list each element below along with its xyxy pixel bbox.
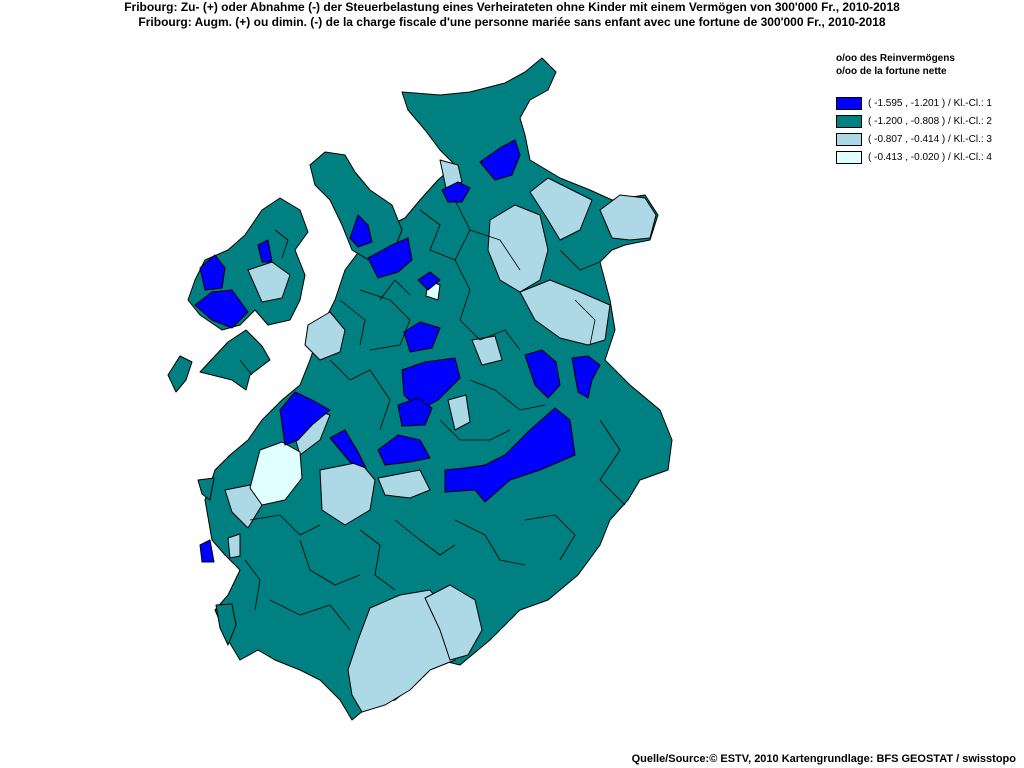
region-south-small[interactable] bbox=[215, 603, 237, 646]
region-c3-alps-east[interactable] bbox=[424, 584, 483, 661]
region-c1-center-2[interactable] bbox=[401, 357, 461, 411]
region-c3-northeast[interactable] bbox=[529, 177, 593, 241]
region-c3-center-east[interactable] bbox=[519, 279, 611, 346]
region-c1-west-4[interactable] bbox=[279, 391, 331, 446]
region-c1-center-1[interactable] bbox=[403, 321, 441, 353]
legend-label-class-1: ( -1.595 , -1.201 ) / Kl.-Cl.: 1 bbox=[868, 97, 992, 109]
legend-item-class-4: ( -0.413 , -0.020 ) / Kl.-Cl.: 4 bbox=[836, 148, 1024, 166]
region-c1-west-3[interactable] bbox=[257, 239, 273, 263]
region-c3-center-south[interactable] bbox=[447, 394, 471, 431]
legend-swatch-class-1 bbox=[836, 96, 862, 110]
title-french: Fribourg: Augm. (+) ou dimin. (-) de la … bbox=[138, 15, 886, 29]
region-c1-north-4[interactable] bbox=[367, 237, 413, 279]
map-legend: o/oo des Reinvermögens o/oo de la fortun… bbox=[836, 52, 1024, 166]
region-c1-north-1[interactable] bbox=[479, 139, 521, 181]
region-c1-west-1[interactable] bbox=[199, 254, 226, 291]
region-c1-east-1[interactable] bbox=[524, 349, 561, 399]
title-german: Fribourg: Zu- (+) oder Abnahme (-) der S… bbox=[124, 0, 900, 14]
municipal-boundaries bbox=[239, 199, 626, 631]
legend-item-class-1: ( -1.595 , -1.201 ) / Kl.-Cl.: 1 bbox=[836, 94, 1024, 112]
legend-label-class-4: ( -0.413 , -0.020 ) / Kl.-Cl.: 4 bbox=[868, 151, 992, 163]
legend-title-german: o/oo des Reinvermögens bbox=[836, 53, 955, 64]
region-c1-north-2[interactable] bbox=[441, 181, 471, 203]
region-c1-north-5[interactable] bbox=[417, 271, 441, 291]
region-small-west-1[interactable] bbox=[167, 355, 193, 393]
legend-title-french: o/oo de la fortune nette bbox=[836, 66, 947, 77]
region-c1-south-1[interactable] bbox=[329, 429, 367, 469]
legend-swatch-class-3 bbox=[836, 132, 862, 146]
legend-item-class-2: ( -1.200 , -0.808 ) / Kl.-Cl.: 2 bbox=[836, 112, 1024, 130]
region-southwest-small[interactable] bbox=[197, 477, 215, 501]
legend-label-class-2: ( -1.200 , -0.808 ) / Kl.-Cl.: 2 bbox=[868, 115, 992, 127]
region-c3-southwest[interactable] bbox=[224, 484, 263, 529]
region-c1-southwest[interactable] bbox=[199, 539, 215, 563]
source-credit: Quelle/Source:© ESTV, 2010 Kartengrundla… bbox=[631, 753, 1016, 765]
region-c1-southeast[interactable] bbox=[444, 407, 576, 503]
region-c3-west-1[interactable] bbox=[304, 311, 346, 361]
region-c3-west-2[interactable] bbox=[247, 261, 291, 303]
map-title: Fribourg: Zu- (+) oder Abnahme (-) der S… bbox=[0, 0, 1024, 30]
region-c3-north-small[interactable] bbox=[439, 159, 463, 189]
region-c3-center-north[interactable] bbox=[487, 204, 549, 293]
legend-label-class-3: ( -0.807 , -0.414 ) / Kl.-Cl.: 3 bbox=[868, 133, 992, 145]
region-c1-east-2[interactable] bbox=[571, 355, 601, 399]
region-c1-south-2[interactable] bbox=[377, 434, 431, 466]
region-c1-north-3[interactable] bbox=[349, 214, 373, 248]
region-c1-center-3[interactable] bbox=[397, 397, 433, 427]
region-c3-southwest-small[interactable] bbox=[227, 533, 241, 559]
legend-items: ( -1.595 , -1.201 ) / Kl.-Cl.: 1 ( -1.20… bbox=[836, 94, 1024, 166]
region-c1-west-2[interactable] bbox=[194, 289, 249, 329]
region-c3-east[interactable] bbox=[599, 194, 657, 241]
legend-item-class-3: ( -0.807 , -0.414 ) / Kl.-Cl.: 3 bbox=[836, 130, 1024, 148]
legend-swatch-class-4 bbox=[836, 150, 862, 164]
region-c3-alps-south[interactable] bbox=[347, 589, 461, 713]
region-c3-south-2[interactable] bbox=[377, 469, 431, 499]
region-small-west-2[interactable] bbox=[199, 329, 271, 391]
legend-swatch-class-2 bbox=[836, 114, 862, 128]
